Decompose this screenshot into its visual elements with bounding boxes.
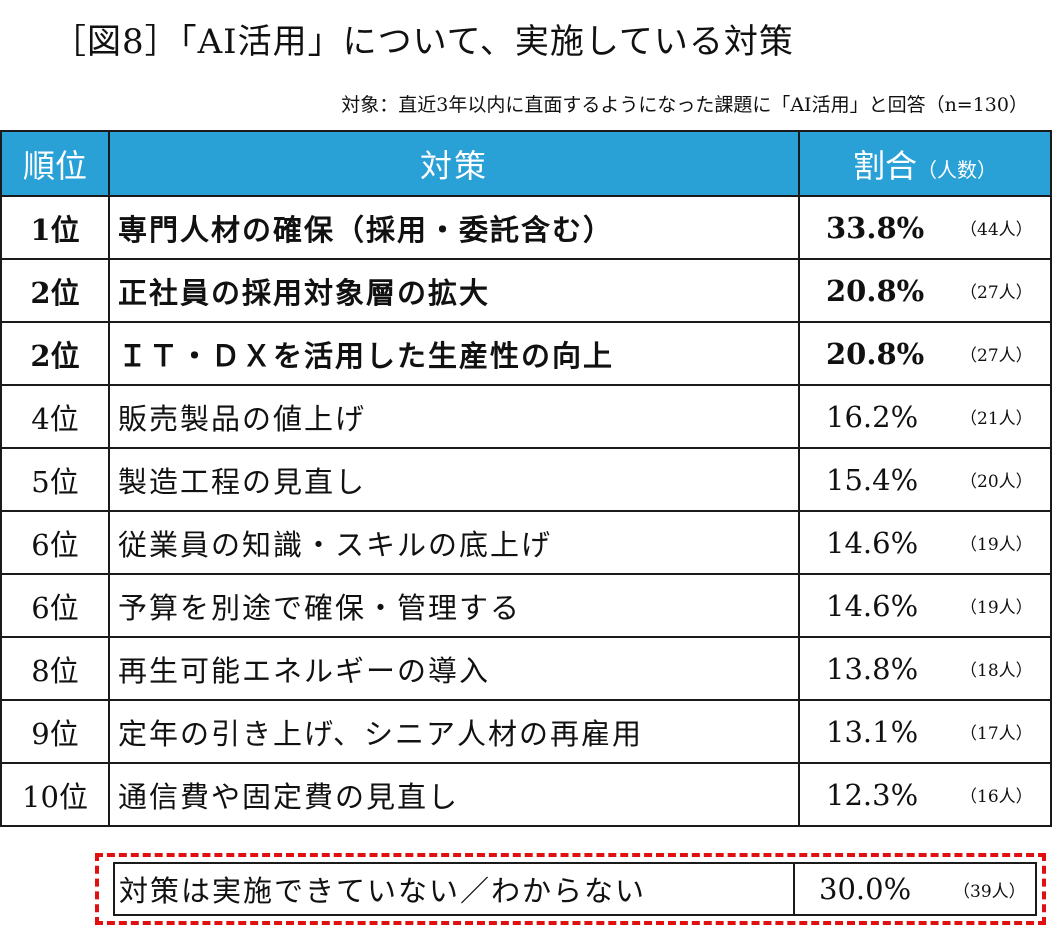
header-rate: 割合（人数）	[798, 130, 1052, 197]
row-rank: 2位	[0, 321, 110, 386]
row-count: （19人）	[960, 598, 1033, 618]
row-percent: 14.6%	[826, 525, 919, 560]
row-rate: 14.6% （19人）	[798, 510, 1052, 575]
row-measure: 正社員の採用対象層の拡大	[108, 258, 800, 323]
row-count: （27人）	[960, 346, 1033, 366]
row-percent: 14.6%	[826, 588, 919, 623]
header-rank: 順位	[0, 130, 110, 197]
row-measure: 専門人材の確保（採用・委託含む）	[108, 195, 800, 260]
row-percent: 13.1%	[826, 714, 919, 749]
row-count: （21人）	[960, 409, 1033, 429]
row-rank: 1位	[0, 195, 110, 260]
row-measure: 従業員の知識・スキルの底上げ	[108, 510, 800, 575]
row-rate: 33.8% （44人）	[798, 195, 1052, 260]
table-row: 10位 通信費や固定費の見直し 12.3% （16人）	[0, 762, 1052, 827]
row-measure: ＩＴ・ＤＸを活用した生産性の向上	[108, 321, 800, 386]
row-percent: 15.4%	[826, 462, 919, 497]
header-rate-label: 割合	[852, 146, 917, 185]
row-rate: 16.2% （21人）	[798, 384, 1052, 449]
figure-subtitle: 対象：直近3年以内に直面するようになった課題に「AI活用」と回答（n=130）	[341, 94, 1028, 116]
highlighted-extra-row: 対策は実施できていない／わからない 30.0% （39人）	[95, 853, 1046, 925]
row-percent: 13.8%	[826, 651, 919, 686]
row-percent: 16.2%	[826, 399, 919, 434]
row-percent: 20.8%	[826, 273, 925, 308]
row-rank: 10位	[0, 762, 110, 827]
row-rate: 15.4% （20人）	[798, 447, 1052, 512]
row-rate: 20.8% （27人）	[798, 258, 1052, 323]
extra-measure: 対策は実施できていない／わからない	[115, 864, 795, 914]
table-row: 9位 定年の引き上げ、シニア人材の再雇用 13.1% （17人）	[0, 699, 1052, 764]
table-row: 4位 販売製品の値上げ 16.2% （21人）	[0, 384, 1052, 449]
table-row: 5位 製造工程の見直し 15.4% （20人）	[0, 447, 1052, 512]
table-row: 6位 従業員の知識・スキルの底上げ 14.6% （19人）	[0, 510, 1052, 575]
table-row: 1位 専門人材の確保（採用・委託含む） 33.8% （44人）	[0, 195, 1052, 260]
row-rank: 4位	[0, 384, 110, 449]
table-row: 2位 正社員の採用対象層の拡大 20.8% （27人）	[0, 258, 1052, 323]
figure-title: ［図8］「AI活用」について、実施している対策	[52, 22, 794, 62]
row-count: （18人）	[960, 661, 1033, 681]
row-percent: 12.3%	[826, 777, 919, 812]
row-measure: 製造工程の見直し	[108, 447, 800, 512]
extra-row-box: 対策は実施できていない／わからない 30.0% （39人）	[113, 862, 1037, 916]
row-rate: 14.6% （19人）	[798, 573, 1052, 638]
row-percent: 20.8%	[826, 336, 925, 371]
row-rank: 6位	[0, 510, 110, 575]
row-rank: 9位	[0, 699, 110, 764]
row-percent: 33.8%	[826, 210, 925, 245]
row-measure: 再生可能エネルギーの導入	[108, 636, 800, 701]
row-count: （19人）	[960, 535, 1033, 555]
row-rank: 8位	[0, 636, 110, 701]
row-measure: 通信費や固定費の見直し	[108, 762, 800, 827]
header-rate-sub: （人数）	[917, 157, 997, 182]
row-measure: 販売製品の値上げ	[108, 384, 800, 449]
row-count: （44人）	[960, 220, 1033, 240]
header-measure: 対策	[108, 130, 800, 197]
row-count: （27人）	[960, 283, 1033, 303]
extra-count: （39人）	[953, 881, 1026, 902]
ranking-table: 順位 対策 割合（人数） 1位 専門人材の確保（採用・委託含む） 33.8% （4…	[0, 130, 1052, 827]
table-row: 6位 予算を別途で確保・管理する 14.6% （19人）	[0, 573, 1052, 638]
row-rate: 13.8% （18人）	[798, 636, 1052, 701]
table-header-row: 順位 対策 割合（人数）	[0, 130, 1052, 197]
extra-rate: 30.0% （39人）	[795, 872, 1026, 906]
row-rank: 6位	[0, 573, 110, 638]
row-count: （16人）	[960, 787, 1033, 807]
table-row: 8位 再生可能エネルギーの導入 13.8% （18人）	[0, 636, 1052, 701]
table-row: 2位 ＩＴ・ＤＸを活用した生産性の向上 20.8% （27人）	[0, 321, 1052, 386]
row-rate: 12.3% （16人）	[798, 762, 1052, 827]
row-rate: 13.1% （17人）	[798, 699, 1052, 764]
row-count: （17人）	[960, 724, 1033, 744]
row-rate: 20.8% （27人）	[798, 321, 1052, 386]
row-rank: 2位	[0, 258, 110, 323]
row-measure: 定年の引き上げ、シニア人材の再雇用	[108, 699, 800, 764]
extra-percent: 30.0%	[819, 872, 912, 906]
row-measure: 予算を別途で確保・管理する	[108, 573, 800, 638]
row-count: （20人）	[960, 472, 1033, 492]
row-rank: 5位	[0, 447, 110, 512]
